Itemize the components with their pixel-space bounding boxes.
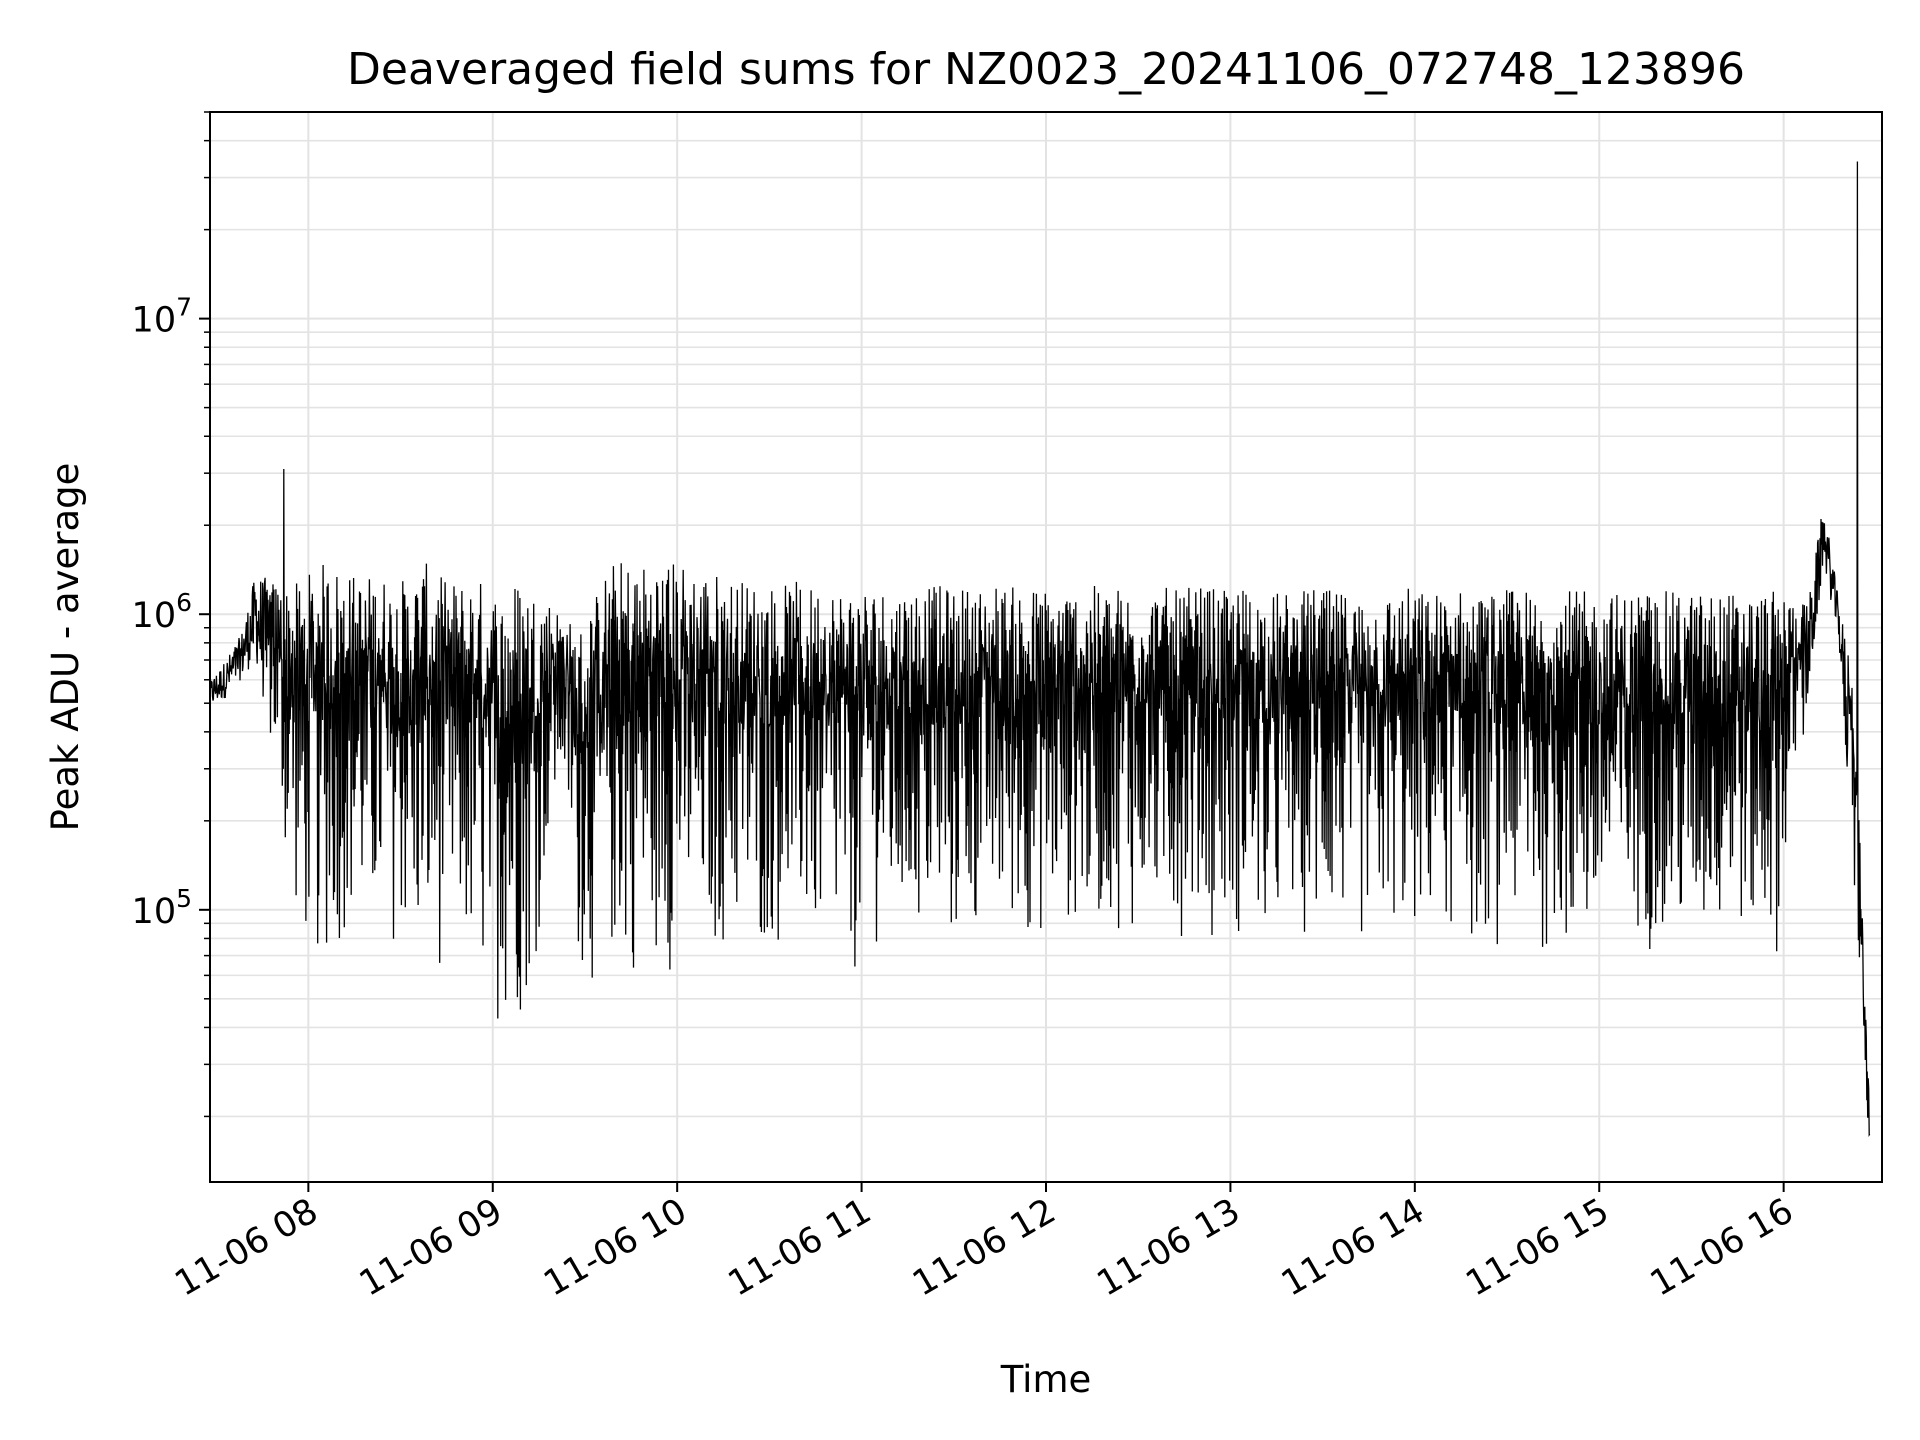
x-axis-label: Time [1000, 1358, 1092, 1401]
y-tick-label: 106 [132, 588, 192, 636]
y-axis: 105 106 107 [132, 111, 210, 1118]
series-line [209, 161, 1871, 1138]
y-tick-label: 105 [132, 884, 192, 932]
y-axis-label: Peak ADU - average [44, 463, 87, 832]
series-layer [209, 161, 1871, 1138]
y-tick-label: 107 [132, 293, 192, 341]
chart-title: Deaveraged field sums for NZ0023_2024110… [347, 44, 1745, 95]
